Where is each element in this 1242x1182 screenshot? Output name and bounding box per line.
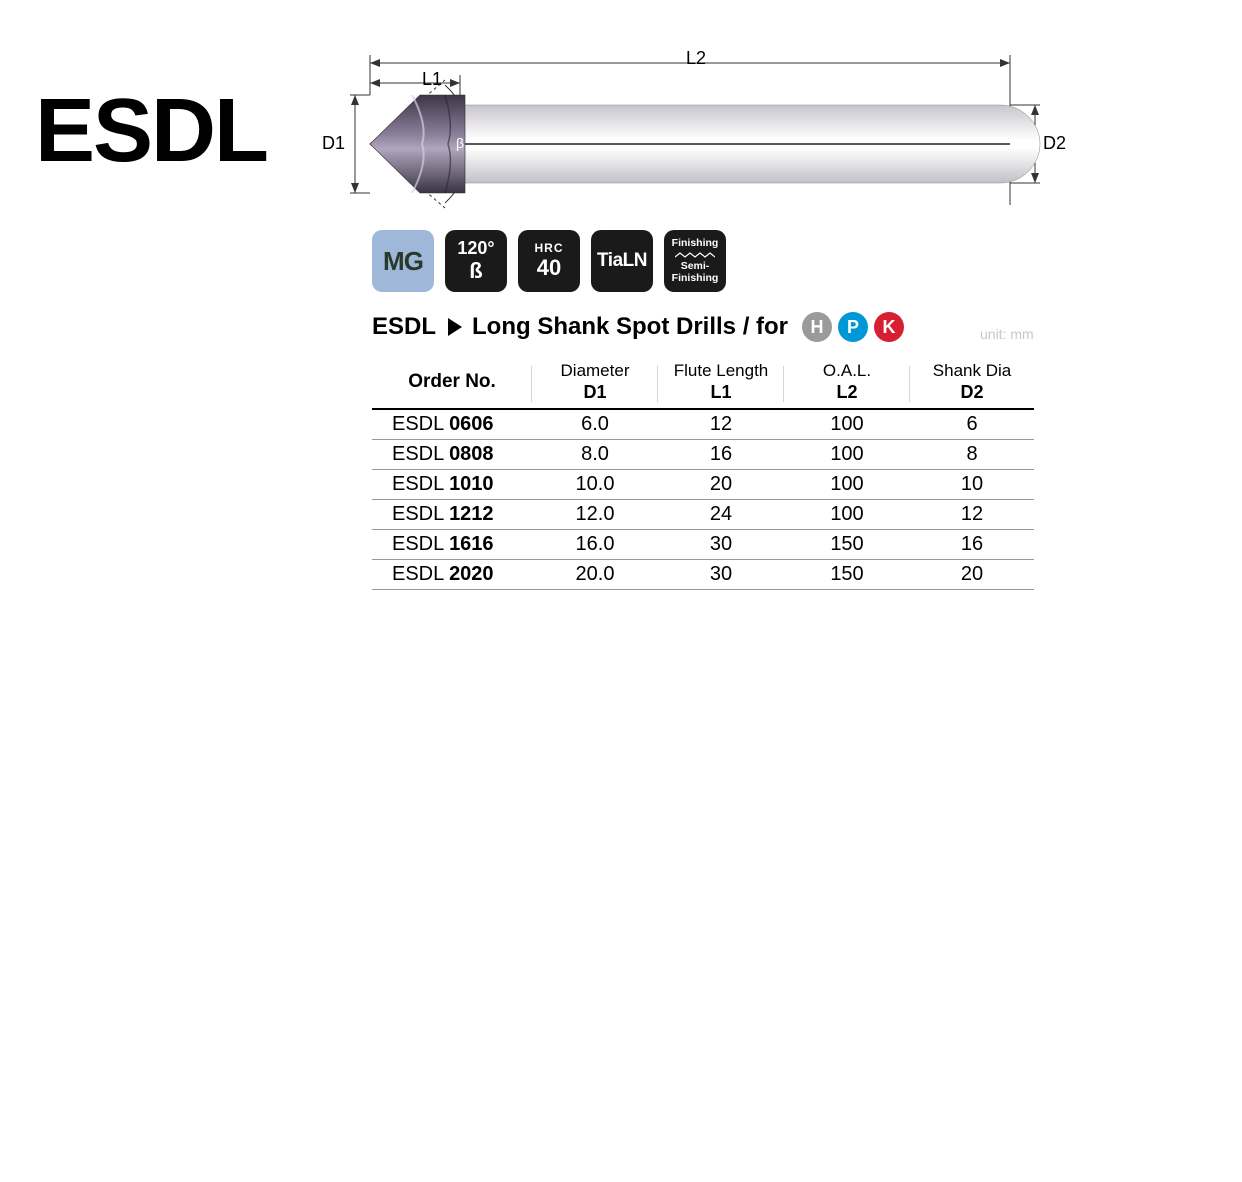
cell-d2: 16 [910,529,1034,559]
col-l2: O.A.L. L2 [784,352,910,409]
zigzag-icon [675,252,715,258]
badge-hrc: HRC 40 [518,230,580,292]
tool-diagram: L2 L1 D1 D2 β [350,45,1050,225]
badge-coating: TiaLN [591,230,653,292]
col-d2-sub: D2 [914,381,1030,404]
cell-d2: 6 [910,409,1034,440]
cell-l1: 30 [658,529,784,559]
cell-d1: 12.0 [532,499,658,529]
col-l1: Flute Length L1 [658,352,784,409]
spec-table: Order No. Diameter D1 Flute Length L1 O.… [372,352,1034,590]
cell-d2: 8 [910,439,1034,469]
cell-order: ESDL 1010 [372,469,532,499]
unit-label: unit: mm [980,326,1034,342]
badge-angle-symbol: ß [469,259,482,283]
product-header: ESDL Long Shank Spot Drills / for HPK [372,312,904,342]
col-l2-label: O.A.L. [823,361,871,380]
badge-finishing: Finishing Semi- Finishing [664,230,726,292]
cell-d1: 16.0 [532,529,658,559]
col-order: Order No. [372,352,532,409]
table-row: ESDL 101010.02010010 [372,469,1034,499]
col-d2: Shank Dia D2 [910,352,1034,409]
cell-order: ESDL 0808 [372,439,532,469]
cell-d1: 6.0 [532,409,658,440]
cell-order: ESDL 1616 [372,529,532,559]
table-row: ESDL 202020.03015020 [372,559,1034,589]
cell-l2: 150 [784,529,910,559]
cell-l1: 20 [658,469,784,499]
col-l1-label: Flute Length [674,361,769,380]
table-row: ESDL 121212.02410012 [372,499,1034,529]
dim-d1-label: D1 [322,133,345,154]
cell-l1: 24 [658,499,784,529]
badge-mg: MG [372,230,434,292]
cell-d1: 10.0 [532,469,658,499]
dim-l1-label: L1 [422,69,442,90]
cell-d2: 20 [910,559,1034,589]
cell-d1: 20.0 [532,559,658,589]
cell-l2: 100 [784,439,910,469]
badge-finishing-l1: Finishing [672,237,719,250]
product-code: ESDL [372,313,436,341]
cell-d2: 12 [910,499,1034,529]
cell-order: ESDL 1212 [372,499,532,529]
badge-row: MG 120° ß HRC 40 TiaLN Finishing Semi- F… [372,230,726,292]
triangle-icon [448,318,462,336]
badge-finishing-l2: Semi- [681,260,710,273]
col-l1-sub: L1 [662,381,780,404]
cell-l2: 100 [784,499,910,529]
material-chip-p: P [838,312,868,342]
cell-order: ESDL 0606 [372,409,532,440]
dim-d2-label: D2 [1043,133,1066,154]
cell-l1: 12 [658,409,784,440]
page-title: ESDL [35,80,267,183]
col-l2-sub: L2 [788,381,906,404]
cell-d2: 10 [910,469,1034,499]
cell-order: ESDL 2020 [372,559,532,589]
cell-l2: 100 [784,409,910,440]
cell-l1: 16 [658,439,784,469]
cell-l2: 150 [784,559,910,589]
cell-l2: 100 [784,469,910,499]
badge-angle: 120° ß [445,230,507,292]
dim-beta-label: β [456,135,464,151]
table-row: ESDL 06066.0121006 [372,409,1034,440]
badge-hrc-value: 40 [537,256,561,280]
product-description: Long Shank Spot Drills / for [472,313,788,341]
col-d1-sub: D1 [536,381,654,404]
badge-finishing-l3: Finishing [672,272,719,285]
badge-hrc-label: HRC [535,242,564,255]
material-chip-h: H [802,312,832,342]
cell-l1: 30 [658,559,784,589]
table-row: ESDL 161616.03015016 [372,529,1034,559]
table-header-row: Order No. Diameter D1 Flute Length L1 O.… [372,352,1034,409]
badge-angle-value: 120° [457,239,494,259]
dim-l2-label: L2 [686,48,706,69]
col-d1: Diameter D1 [532,352,658,409]
col-d2-label: Shank Dia [933,361,1011,380]
col-d1-label: Diameter [561,361,630,380]
material-chip-k: K [874,312,904,342]
cell-d1: 8.0 [532,439,658,469]
table-row: ESDL 08088.0161008 [372,439,1034,469]
